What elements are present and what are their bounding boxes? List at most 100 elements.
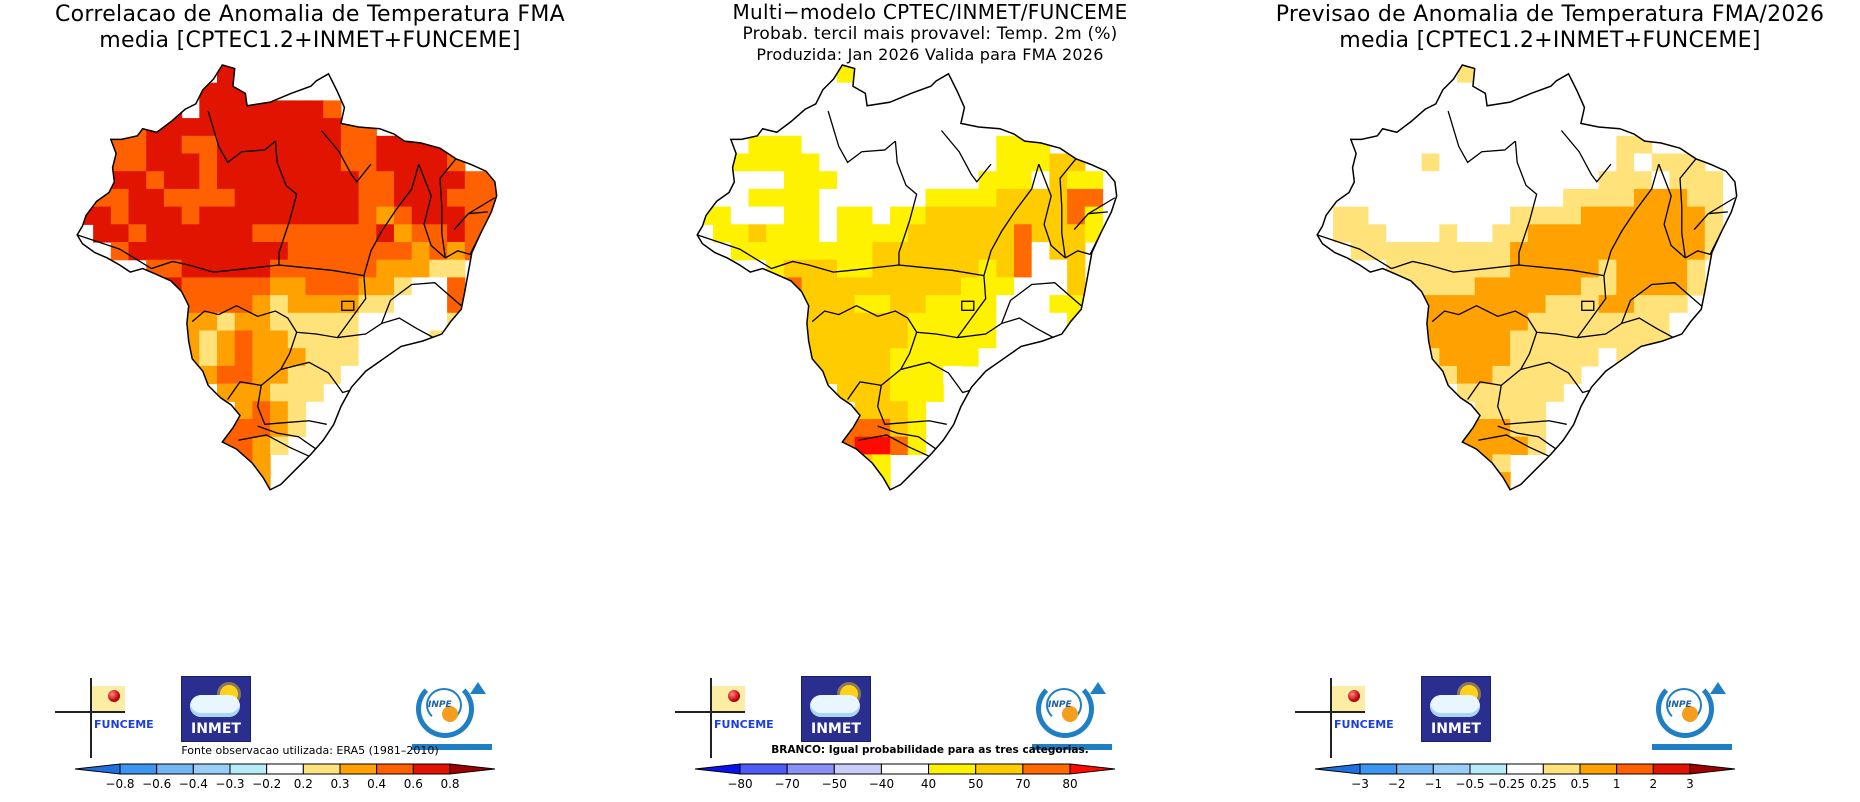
grid-cell: [1563, 206, 1582, 225]
grid-cell: [907, 100, 927, 119]
grid-cell: [376, 259, 395, 278]
grid-cell: [1492, 224, 1511, 243]
grid-cell: [217, 312, 236, 332]
grid-cell: [819, 365, 838, 385]
colorbar-tick-label: 50: [968, 777, 983, 791]
grid-cell: [358, 312, 377, 332]
colorbar-end-high: [1069, 763, 1116, 775]
grid-cell: [1014, 171, 1033, 190]
grid-cell: [234, 401, 253, 420]
grid-cell: [960, 224, 980, 243]
grid-cell: [411, 259, 430, 278]
grid-cell: [1014, 312, 1033, 332]
grid-cell: [234, 224, 253, 243]
colorbar-swatch: [376, 763, 414, 775]
grid-cell: [1527, 224, 1547, 243]
state-border: [811, 275, 987, 339]
grid-cell: [872, 401, 891, 420]
grid-cell: [1510, 401, 1529, 420]
grid-cell: [181, 171, 200, 190]
grid-cell: [323, 277, 342, 296]
grid-cell: [819, 206, 838, 225]
grid-cell: [1545, 365, 1564, 385]
grid-cell: [907, 259, 927, 278]
grid-cell: [1563, 259, 1582, 278]
grid-cell: [394, 259, 413, 278]
grid-cell: [287, 135, 307, 155]
grid-cell: [1421, 206, 1440, 225]
grid-cell: [872, 188, 891, 208]
grid-cell: [287, 224, 307, 243]
grid-cell: [890, 118, 909, 137]
grid-cell: [110, 171, 130, 190]
grid-cell: [1634, 171, 1653, 190]
grid-cell: [1368, 135, 1387, 155]
grid-cell: [287, 171, 307, 190]
grid-cell: [854, 436, 873, 455]
grid-cell: [1403, 135, 1423, 155]
grid-cell: [340, 224, 360, 243]
grid-cell: [340, 153, 360, 172]
grid-cell: [252, 188, 271, 208]
grid-cell: [943, 188, 962, 208]
grid-cell: [93, 224, 112, 243]
grid-cell: [1651, 242, 1670, 261]
grid-cell: [464, 242, 484, 261]
grid-cell: [1598, 348, 1617, 367]
grid-cell: [234, 295, 253, 314]
grid-cell: [1687, 206, 1706, 225]
grid-cell: [1368, 171, 1387, 190]
grid-cell: [1439, 100, 1458, 119]
grid-cell: [819, 188, 838, 208]
country-border: [1316, 64, 1738, 491]
grid-cell: [447, 171, 466, 190]
grid-cell: [1439, 135, 1458, 155]
colorbar-tick-label: −3: [1351, 777, 1369, 791]
grid-cell: [837, 330, 856, 349]
grid-cell: [943, 259, 962, 278]
state-border: [207, 110, 276, 164]
grid-cell: [199, 348, 218, 367]
grid-cell: [447, 206, 466, 225]
grid-cell: [217, 277, 236, 296]
grid-cell: [305, 171, 324, 190]
grid-cell: [252, 242, 271, 261]
grid-cell: [93, 171, 112, 190]
grid-cell: [270, 436, 289, 455]
grid-cell: [1563, 312, 1582, 332]
grid-cell: [1616, 135, 1635, 155]
grid-cell: [447, 259, 466, 278]
grid-cell: [943, 277, 962, 296]
grid-cell: [1687, 259, 1706, 278]
grid-cell: [77, 171, 94, 190]
grid-cell: [1421, 312, 1440, 332]
grid-cell: [1457, 259, 1476, 278]
state-border: [1514, 141, 1605, 277]
grid-cell: [1474, 171, 1493, 190]
grid-cell: [234, 65, 253, 84]
colorbar-end-low: [694, 763, 741, 775]
grid-cell: [199, 295, 218, 314]
grid-cell: [234, 135, 253, 155]
grid-cell: [1616, 295, 1635, 314]
grid-cell: [323, 259, 342, 278]
grid-cell: [943, 365, 962, 385]
grid-cell: [1634, 242, 1653, 261]
state-border: [280, 361, 356, 394]
state-border: [900, 361, 976, 394]
grid-cell: [1580, 171, 1600, 190]
grid-cell: [1492, 312, 1511, 332]
grid-cell: [376, 295, 395, 314]
grid-cell: [801, 206, 820, 225]
grid-cell: [890, 188, 909, 208]
grid-cell: [1439, 188, 1458, 208]
funceme-logo: FUNCEME: [675, 678, 774, 758]
grid-cell: [1067, 224, 1086, 243]
grid-cell: [234, 171, 253, 190]
grid-cell: [1598, 206, 1617, 225]
grid-cell: [1439, 330, 1458, 349]
grid-cell: [1031, 153, 1050, 172]
grid-cell: [1580, 206, 1600, 225]
grid-cell: [1527, 171, 1547, 190]
grid-cell: [960, 295, 980, 314]
